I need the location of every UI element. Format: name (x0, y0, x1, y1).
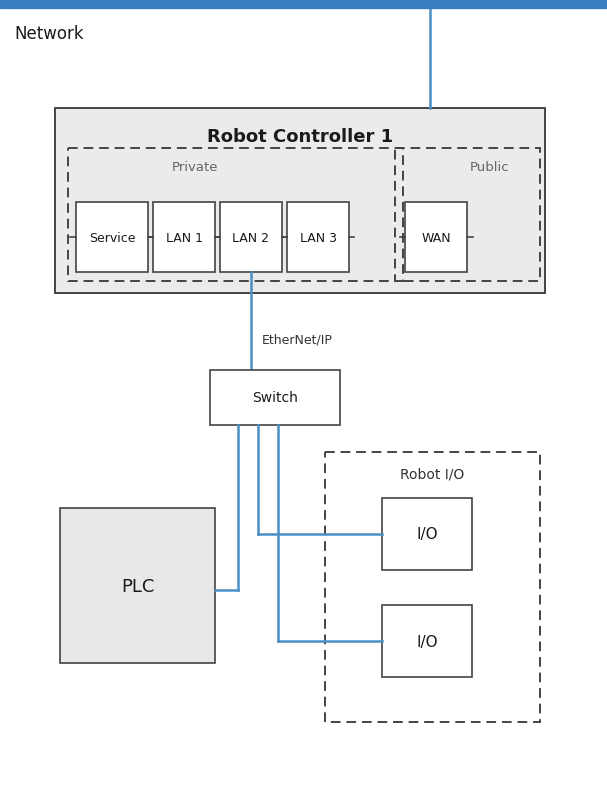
Bar (382, 605, 472, 677)
Text: I/O: I/O (416, 634, 438, 650)
Text: PLC: PLC (121, 578, 154, 595)
Text: LAN 1: LAN 1 (166, 232, 203, 244)
Text: LAN 2: LAN 2 (232, 232, 270, 244)
Text: EtherNet/IP: EtherNet/IP (262, 333, 333, 347)
Bar (395, 148, 540, 281)
Bar (405, 202, 467, 272)
Bar (153, 202, 215, 272)
Bar (382, 498, 472, 570)
Bar (220, 202, 282, 272)
Text: LAN 3: LAN 3 (299, 232, 336, 244)
Text: Network: Network (14, 25, 84, 43)
Bar (55, 108, 545, 293)
Text: Robot I/O: Robot I/O (401, 468, 464, 482)
Text: Service: Service (89, 232, 135, 244)
Bar (76, 202, 148, 272)
Bar (68, 148, 403, 281)
Text: WAN: WAN (421, 232, 451, 244)
Bar (210, 370, 340, 425)
Bar (325, 452, 540, 722)
Text: I/O: I/O (416, 527, 438, 543)
Bar (0, 0, 607, 8)
Text: Switch: Switch (252, 392, 298, 406)
Text: Public: Public (469, 161, 509, 174)
Bar (287, 202, 349, 272)
Text: Robot Controller 1: Robot Controller 1 (207, 128, 393, 146)
Bar (60, 508, 215, 663)
Text: Private: Private (172, 161, 219, 174)
